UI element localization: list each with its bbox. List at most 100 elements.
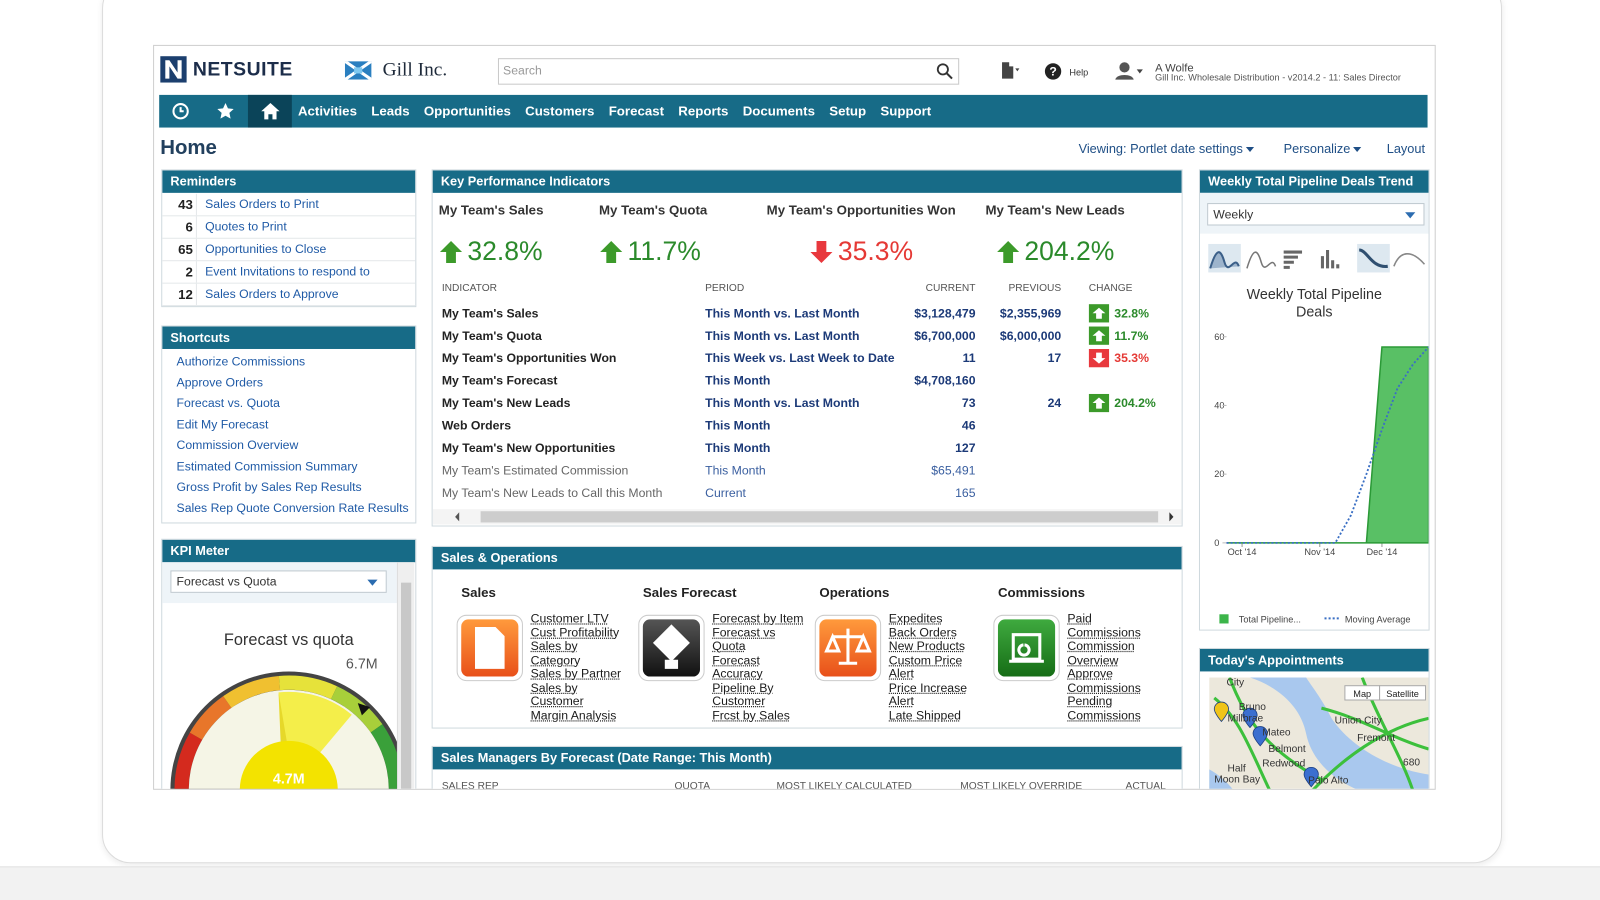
reminder-link[interactable]: Quotes to Print xyxy=(205,219,287,234)
shortcut-link[interactable]: Authorize Commissions xyxy=(176,354,306,369)
group-link[interactable]: Back Orders xyxy=(888,624,957,640)
group-link[interactable]: Paid Commissions xyxy=(1067,611,1141,640)
line xyxy=(1226,346,1429,544)
scroll-thumb[interactable] xyxy=(401,582,412,789)
group-link[interactable]: Custom Price Alert xyxy=(888,652,963,681)
kpi-current: $3,128,479 xyxy=(914,306,976,321)
nav-item[interactable]: Setup xyxy=(829,103,867,119)
help-icon[interactable]: ? xyxy=(1044,62,1062,80)
scroll-left[interactable] xyxy=(453,511,461,522)
group-link[interactable]: Sales by Customer xyxy=(530,680,584,709)
column-header: MOST LIKELY CALCULATED xyxy=(776,780,912,790)
page-link[interactable]: Personalize xyxy=(1284,142,1362,156)
kpi-change: 11.7% xyxy=(1114,328,1149,343)
search-box[interactable]: Search xyxy=(497,58,960,85)
nav-item[interactable]: Forecast xyxy=(608,103,665,119)
h-scrollbar[interactable] xyxy=(432,509,1182,525)
kpi-current: 46 xyxy=(961,418,976,433)
group-title: Sales xyxy=(461,584,496,600)
group-link[interactable]: New Products xyxy=(888,638,966,654)
kpi-period[interactable]: This Month xyxy=(705,373,771,388)
shortcut-link[interactable]: Gross Profit by Sales Rep Results xyxy=(176,479,362,494)
recent-icon[interactable] xyxy=(171,102,189,120)
shortcut-link[interactable]: Estimated Commission Summary xyxy=(176,458,358,473)
group-icon[interactable] xyxy=(814,614,882,682)
group-link[interactable]: Commission Overview xyxy=(1067,638,1135,667)
kpi-current: 11 xyxy=(962,351,976,366)
group-link[interactable]: Frcst by Sales xyxy=(712,707,790,722)
nav-item[interactable]: Documents xyxy=(742,103,815,119)
user-icon[interactable] xyxy=(1113,60,1144,80)
chart-type-icons[interactable] xyxy=(1208,243,1427,275)
column-header: MOST LIKELY OVERRIDE xyxy=(960,780,1083,790)
kpi-period[interactable]: This Month xyxy=(705,463,766,478)
search-icon[interactable] xyxy=(936,62,954,80)
favorites-icon[interactable] xyxy=(216,102,234,120)
nav-item[interactable]: Opportunities xyxy=(423,103,511,119)
nav-item[interactable]: Leads xyxy=(371,103,410,119)
group-link[interactable]: Pending Commissions xyxy=(1067,693,1141,722)
meter-select[interactable]: Forecast vs Quota xyxy=(170,570,387,593)
company-name: Gill Inc. xyxy=(382,59,448,81)
group-links: Paid Commissions Commission Overview Appro… xyxy=(1067,611,1165,722)
kpi-period[interactable]: This Month xyxy=(705,418,771,433)
group-link[interactable]: Margin Analysis xyxy=(530,707,617,722)
page-link[interactable]: Viewing: Portlet date settings xyxy=(1079,142,1254,156)
shortcut-link[interactable]: Edit My Forecast xyxy=(176,416,269,432)
kpi-current: 73 xyxy=(961,395,976,411)
tasks-icon[interactable] xyxy=(999,60,1023,80)
group-link[interactable]: Expedites xyxy=(888,611,943,626)
group-icon[interactable] xyxy=(993,614,1060,682)
shortcut-link[interactable]: Commission Overview xyxy=(176,437,299,453)
page-link[interactable]: Layout xyxy=(1386,141,1426,157)
portlet-title: Today's Appointments xyxy=(1199,648,1429,672)
nav-item[interactable]: Activities xyxy=(297,103,357,119)
reminder-link[interactable]: Sales Orders to Approve xyxy=(205,286,339,302)
kpi-period[interactable]: This Month vs. Last Month xyxy=(705,306,860,321)
shortcut-link[interactable]: Forecast vs. Quota xyxy=(176,395,280,411)
kpi-period[interactable]: This Week vs. Last Week to Date xyxy=(705,351,895,366)
group-links: Customer LTV Cust Profitability Sales by C… xyxy=(531,612,629,722)
help-label[interactable]: Help xyxy=(1069,67,1089,78)
group-icon[interactable] xyxy=(456,614,523,682)
home-tab[interactable] xyxy=(247,94,292,128)
group-link[interactable]: Price Increase Alert xyxy=(888,680,968,709)
group-link[interactable]: Customer LTV xyxy=(530,611,609,626)
scroll-right[interactable] xyxy=(1167,511,1175,522)
shortcut-link[interactable]: Sales Rep Quote Conversion Rate Results xyxy=(176,500,409,515)
icon-glyph xyxy=(474,627,505,669)
icon-spline2 xyxy=(1393,253,1426,267)
scroll-thumb[interactable] xyxy=(480,511,1159,523)
shortcut-link[interactable]: Approve Orders xyxy=(176,374,263,390)
scrollbar[interactable] xyxy=(396,562,415,789)
reminder-link[interactable]: Opportunities to Close xyxy=(205,241,327,257)
arrow xyxy=(600,240,623,263)
group-link[interactable]: Forecast by Item xyxy=(712,611,804,626)
period-select[interactable]: Weekly xyxy=(1207,203,1425,226)
group-link[interactable]: Forecast vs Quota xyxy=(712,624,776,654)
group-link[interactable]: Sales by Category xyxy=(530,638,581,667)
kpi-period[interactable]: This Month vs. Last Month xyxy=(705,395,860,411)
y-tick-label: 60 xyxy=(1214,332,1224,342)
nav-item[interactable]: Reports xyxy=(678,103,729,119)
group-link[interactable]: Cust Profitability xyxy=(530,624,620,640)
kpi-period[interactable]: This Month xyxy=(705,440,771,456)
kpi-current: $65,491 xyxy=(931,463,976,478)
reminder-link[interactable]: Sales Orders to Print xyxy=(205,196,319,212)
group-link[interactable]: Late Shipped xyxy=(888,707,961,722)
kpi-period[interactable]: Current xyxy=(705,485,746,500)
nav-item[interactable]: Support xyxy=(880,103,932,119)
reminder-link[interactable]: Event Invitations to respond to xyxy=(205,264,370,279)
nav-item[interactable]: Customers xyxy=(525,103,595,119)
kpi-period[interactable]: This Month vs. Last Month xyxy=(705,328,860,343)
group-icon[interactable] xyxy=(638,614,705,682)
group-link[interactable]: Sales by Partner xyxy=(530,666,622,681)
kpi-previous: $2,355,969 xyxy=(999,306,1062,321)
portlet-title: Shortcuts xyxy=(162,326,416,349)
group-link[interactable]: Pipeline By Customer xyxy=(712,680,774,709)
map-pin xyxy=(1252,726,1268,747)
kpi-previous: $6,000,000 xyxy=(999,328,1062,343)
group-link[interactable]: Forecast Accuracy xyxy=(712,652,763,681)
group-link[interactable]: Approve Commissions xyxy=(1067,666,1141,695)
